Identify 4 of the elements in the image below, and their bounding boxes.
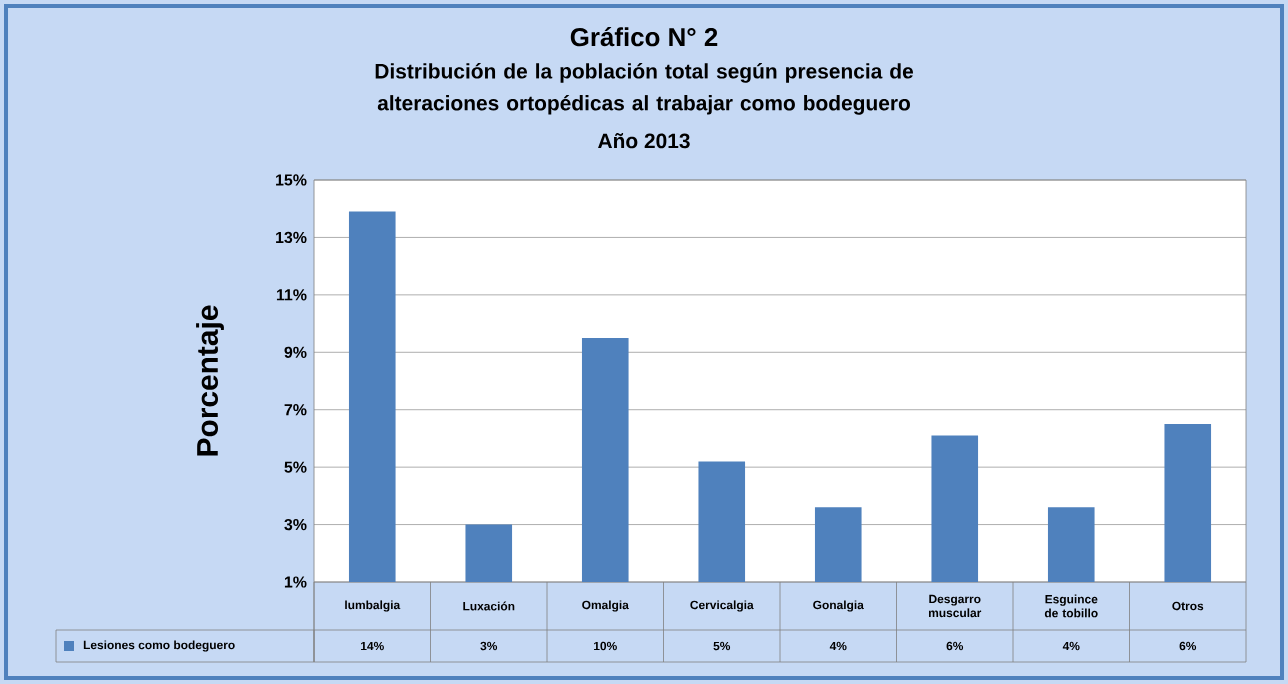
text: Año 2013: [598, 133, 690, 149]
chart-subtitle: Distribución de la población total según presencia de alteraciones ortopédicas al trabajar como bodeguero: [375, 63, 913, 115]
y-axis-title: Porcentaje: [196, 305, 224, 456]
chart-title: Gráfico N° 2: [570, 27, 718, 47]
